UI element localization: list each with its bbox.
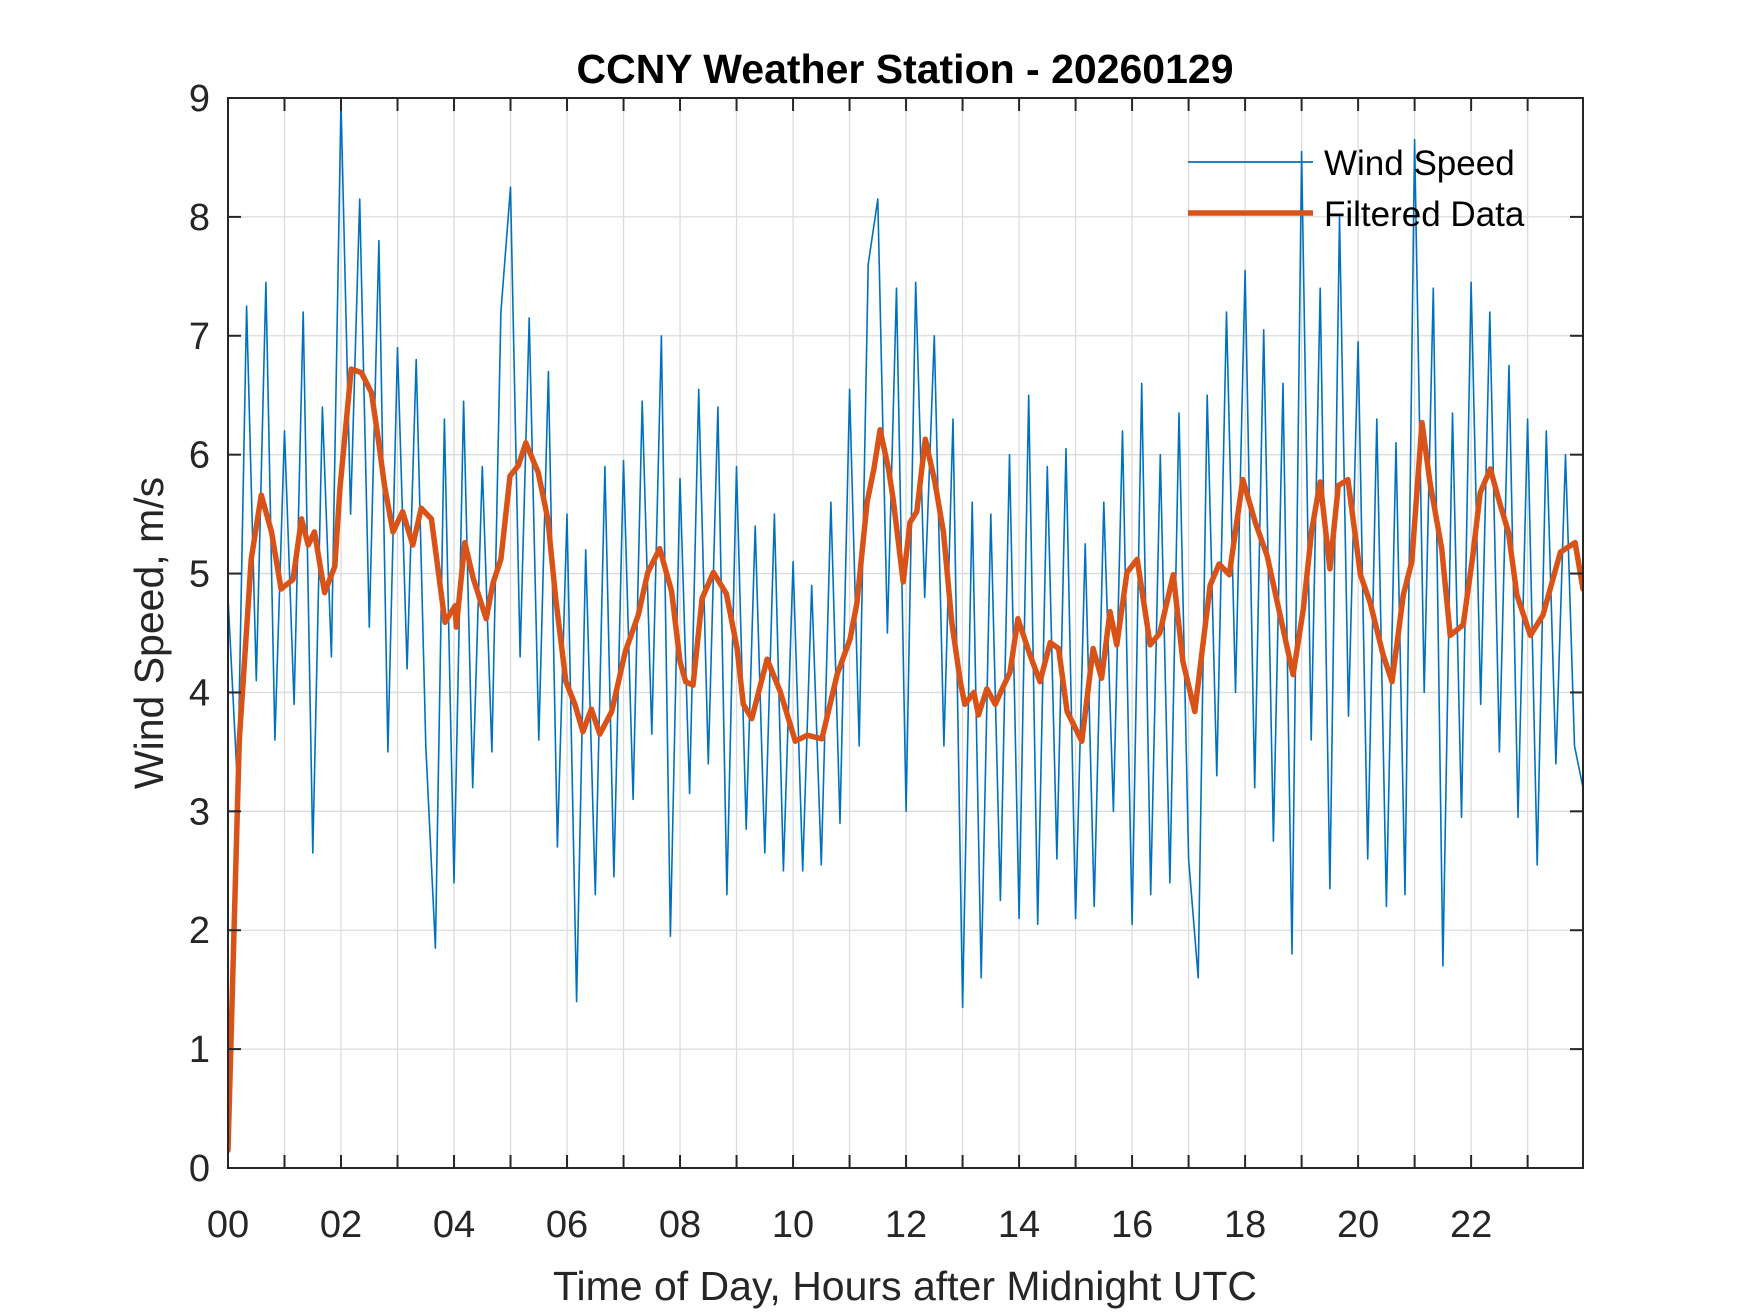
x-tick-label: 04	[433, 1204, 475, 1246]
data-layer	[228, 100, 1583, 1153]
x-tick-label: 14	[998, 1204, 1040, 1246]
y-tick-label: 5	[189, 554, 210, 596]
y-tick-label: 9	[189, 78, 210, 120]
y-tick-label: 2	[189, 910, 210, 952]
x-tick-label: 20	[1337, 1204, 1379, 1246]
x-tick-label: 22	[1450, 1204, 1492, 1246]
series-line-wind-speed	[228, 100, 1583, 1009]
y-axis-title: Wind Speed, m/s	[126, 477, 172, 789]
x-axis-title: Time of Day, Hours after Midnight UTC	[553, 1263, 1257, 1309]
x-tick-label: 06	[546, 1204, 588, 1246]
legend-label-filtered-data: Filtered Data	[1324, 195, 1525, 234]
chart-title: CCNY Weather Station - 20260129	[576, 46, 1233, 92]
series-line-filtered-data	[228, 366, 1583, 1153]
y-tick-label: 0	[189, 1148, 210, 1190]
legend-label-wind-speed: Wind Speed	[1324, 144, 1515, 183]
x-tick-label: 10	[772, 1204, 814, 1246]
y-tick-label: 8	[189, 197, 210, 239]
y-tick-label: 6	[189, 435, 210, 477]
legend: Wind Speed Filtered Data	[1188, 144, 1525, 234]
y-tick-label: 4	[189, 672, 210, 714]
x-tick-label: 08	[659, 1204, 701, 1246]
x-tick-label: 00	[207, 1204, 249, 1246]
y-tick-label: 3	[189, 791, 210, 833]
x-tick-label: 16	[1111, 1204, 1153, 1246]
y-tick-label: 1	[189, 1029, 210, 1071]
ticks	[227, 97, 1583, 1169]
x-tick-label: 02	[320, 1204, 362, 1246]
x-tick-label: 12	[885, 1204, 927, 1246]
y-tick-label: 7	[189, 316, 210, 358]
x-tick-label: 18	[1224, 1204, 1266, 1246]
